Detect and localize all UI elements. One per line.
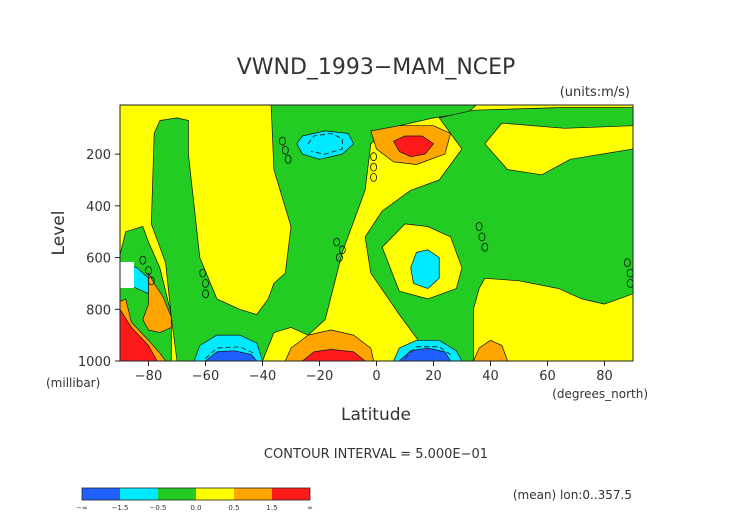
colorbar-label-1: −1.5 xyxy=(112,504,129,512)
x-tick-label-6: 40 xyxy=(482,369,499,384)
contour-region-17 xyxy=(302,349,366,361)
y-axis: 200 400 600 800 1000 xyxy=(78,148,120,370)
x-tick-label-8: 80 xyxy=(596,369,613,384)
y-tick-label-4: 1000 xyxy=(78,355,111,370)
zero-contour-label-17 xyxy=(481,242,489,252)
zero-contour-label-0 xyxy=(278,136,286,146)
colorbar-label-5: 1.5 xyxy=(266,504,277,512)
colorbar-frame xyxy=(81,487,311,501)
contour-region-3 xyxy=(484,122,633,176)
y-tick-label-1: 400 xyxy=(86,200,111,215)
zero-contour-label-12 xyxy=(199,268,207,278)
zero-contour-label-6 xyxy=(333,237,341,247)
zero-contour-label-10 xyxy=(145,266,152,275)
zero-contour-label-5 xyxy=(370,172,378,182)
contour-region-18 xyxy=(205,350,258,361)
contour-region-12 xyxy=(473,339,508,361)
y-axis-label: Level xyxy=(49,211,69,256)
colorbar-swatch-2 xyxy=(158,488,196,500)
x-tick-label-0: −80 xyxy=(135,369,162,384)
x-tick-label-4: 0 xyxy=(372,369,380,384)
chart-title: VWND_1993−MAM_NCEP xyxy=(237,55,516,80)
zero-contour-label-19 xyxy=(626,268,633,278)
contour-region-15 xyxy=(120,308,158,361)
zero-contour-label-9 xyxy=(139,255,147,265)
y-tick-label-0: 200 xyxy=(86,148,111,163)
negative-contour-layer xyxy=(205,132,451,359)
x-tick-label-2: −40 xyxy=(249,369,276,384)
colorbar: −∞ −1.5 −0.5 0.0 0.5 1.5 ∞ xyxy=(76,487,313,512)
zero-contour-label-8 xyxy=(335,253,343,263)
colorbar-label-4: 0.5 xyxy=(228,504,239,512)
y-tick-label-2: 600 xyxy=(86,252,111,267)
x-tick-label-7: 60 xyxy=(539,369,556,384)
plot-area xyxy=(119,104,634,362)
zero-contour-label-layer xyxy=(139,136,633,299)
zero-contour-label-13 xyxy=(202,278,209,288)
contour-region-16 xyxy=(393,135,434,158)
dashed-contour-0 xyxy=(307,132,343,155)
footer-note: (mean) lon:0..357.5 xyxy=(513,488,632,502)
colorbar-label-2: −0.5 xyxy=(150,504,167,512)
colorbar-label-6: ∞ xyxy=(307,504,313,512)
colorbar-label-0: −∞ xyxy=(76,504,88,512)
zero-contour-label-1 xyxy=(281,145,289,155)
zero-contour-label-18 xyxy=(623,258,631,268)
x-units-label: (degrees_north) xyxy=(552,387,648,401)
dashed-contour-1 xyxy=(205,346,255,359)
colorbar-swatch-1 xyxy=(120,488,158,500)
colorbar-swatch-5 xyxy=(272,488,310,500)
x-axis: −80 −60 −40 −20 0 20 40 60 80 xyxy=(135,361,613,384)
contour-interval-text: CONTOUR INTERVAL = 5.000E−01 xyxy=(264,447,488,462)
contour-region-1 xyxy=(150,105,477,361)
zero-contour-label-4 xyxy=(370,162,378,172)
dashed-contour-2 xyxy=(404,346,451,359)
units-label: (units:m/s) xyxy=(560,85,630,100)
zero-contour-label-3 xyxy=(370,152,378,162)
x-tick-label-1: −60 xyxy=(192,369,219,384)
zero-contour-label-2 xyxy=(284,154,292,164)
zero-contour-label-16 xyxy=(478,232,486,242)
zero-contour-label-7 xyxy=(338,245,346,255)
colorbar-swatch-4 xyxy=(234,488,272,500)
x-tick-label-3: −20 xyxy=(306,369,333,384)
contour-region-5 xyxy=(296,130,355,160)
contour-region-6 xyxy=(410,249,440,289)
zero-contour-label-14 xyxy=(202,289,209,299)
zero-contour-label-15 xyxy=(475,222,483,231)
contour-region-8 xyxy=(142,272,172,333)
y-units-label: (millibar) xyxy=(46,376,100,390)
contour-fill-layer xyxy=(120,105,633,361)
x-tick-label-5: 20 xyxy=(425,369,442,384)
x-axis-label: Latitude xyxy=(341,405,411,425)
colorbar-swatch-3 xyxy=(196,488,234,500)
y-tick-label-3: 800 xyxy=(86,303,111,318)
zero-contour-label-11 xyxy=(147,276,155,286)
zero-contour-label-20 xyxy=(626,279,633,288)
colorbar-swatch-0 xyxy=(82,488,120,500)
colorbar-label-3: 0.0 xyxy=(190,504,201,512)
missing-data-patch xyxy=(120,262,134,288)
